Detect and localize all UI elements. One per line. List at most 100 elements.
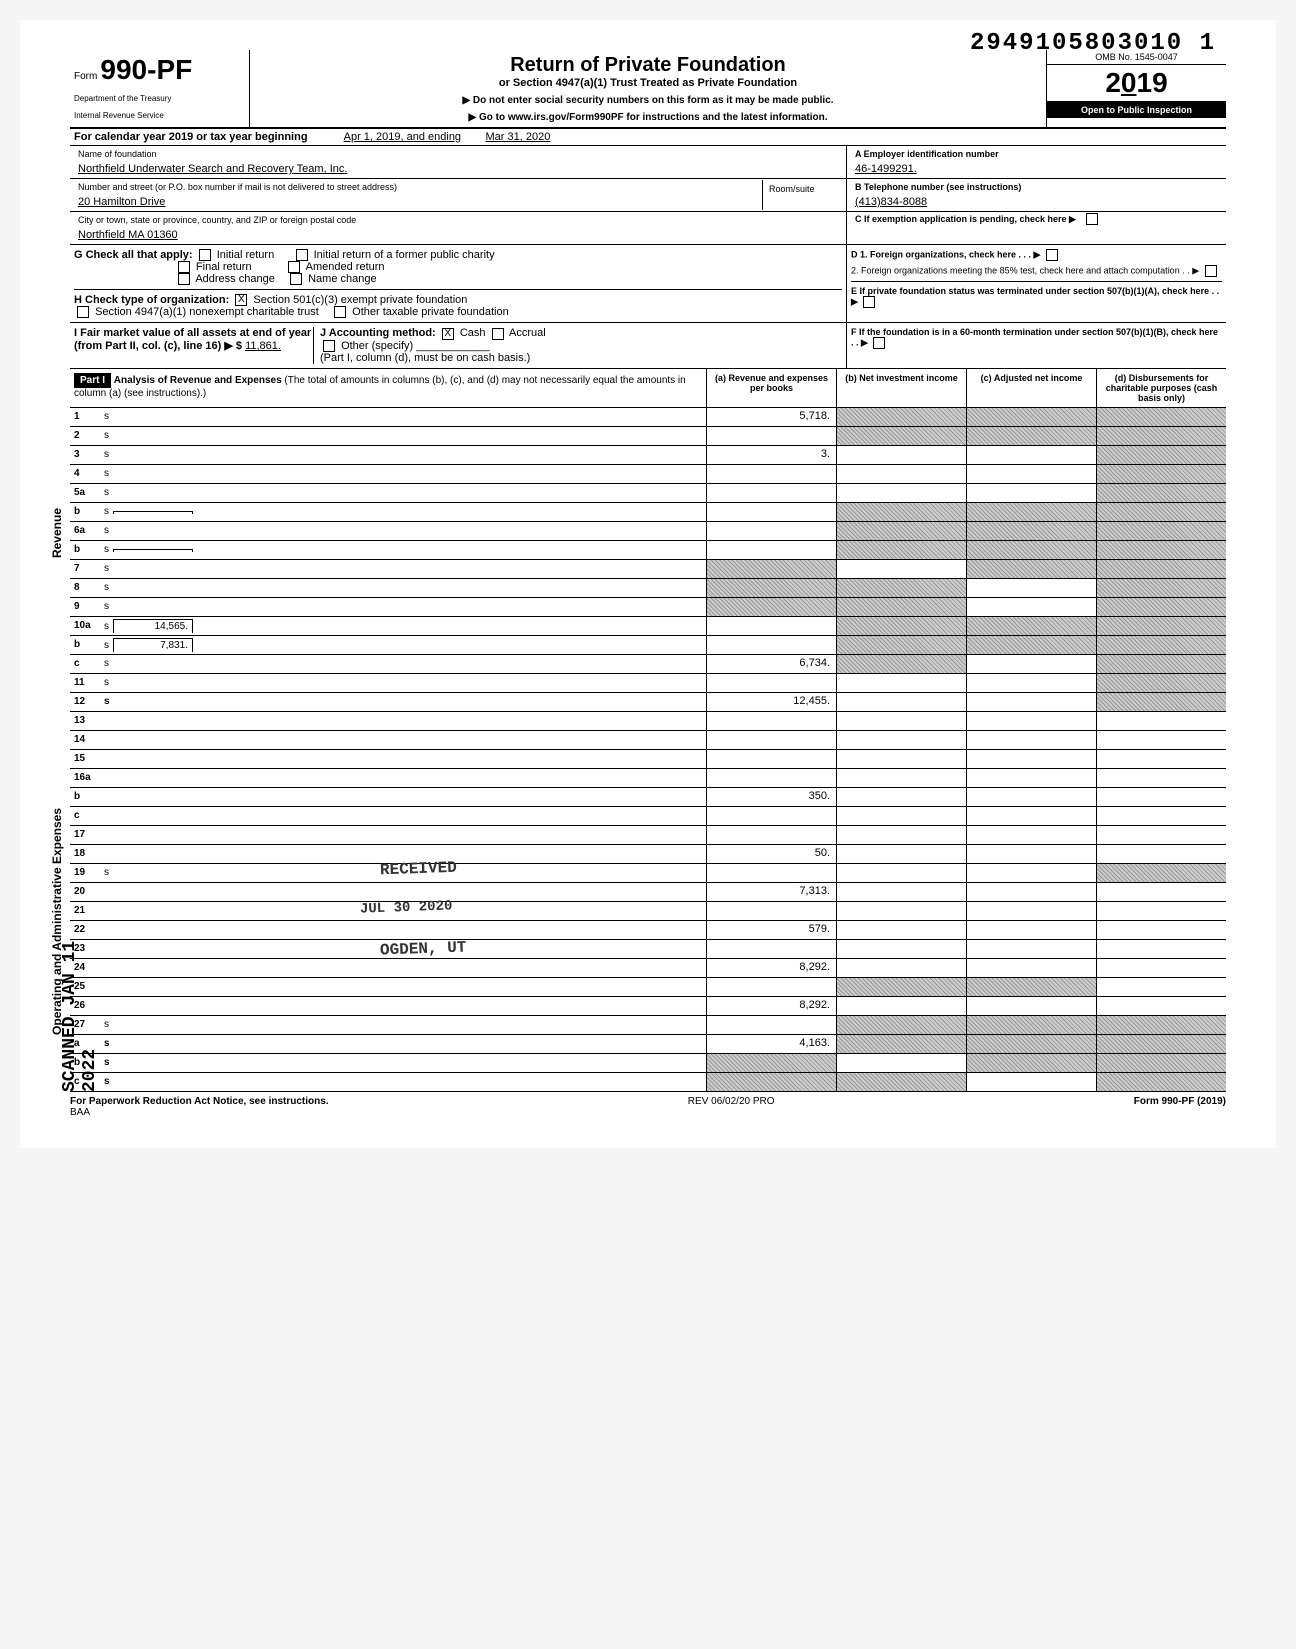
d2: 2. Foreign organizations meeting the 85%…: [851, 265, 1222, 277]
line-col-b: [836, 712, 966, 730]
line-row: 14: [70, 731, 1226, 750]
g-check-1[interactable]: [296, 249, 308, 261]
i-value: 11,861.: [245, 340, 281, 352]
line-col-b: [836, 769, 966, 787]
line-col-c: [966, 408, 1096, 426]
f-label: F If the foundation is in a 60-month ter…: [851, 327, 1218, 347]
line-col-c: [966, 655, 1096, 673]
j-cash: Cash: [460, 327, 486, 339]
line-col-c: [966, 1035, 1096, 1053]
line-col-d: [1096, 579, 1226, 597]
line-col-a: [706, 1054, 836, 1072]
line-desc: s: [100, 504, 706, 519]
line-num: 6a: [70, 523, 100, 538]
line-desc: [100, 738, 706, 742]
header-left: Form 990-PF Department of the Treasury I…: [70, 50, 250, 127]
line-col-a: 4,163.: [706, 1035, 836, 1053]
line-row: bs: [70, 541, 1226, 560]
line-col-b: [836, 731, 966, 749]
line-num: 3: [70, 447, 100, 462]
line-col-d: [1096, 560, 1226, 578]
line-num: 1: [70, 409, 100, 424]
d1-check[interactable]: [1046, 249, 1058, 261]
info-left: Name of foundation Northfield Underwater…: [70, 146, 846, 244]
line-desc: [100, 985, 706, 989]
header-right: OMB No. 1545-0047 20201919 Open to Publi…: [1046, 50, 1226, 127]
line-row: 4s: [70, 465, 1226, 484]
line-col-b: [836, 959, 966, 977]
line-col-a: 50.: [706, 845, 836, 863]
line-col-c: [966, 427, 1096, 445]
line-col-d: [1096, 769, 1226, 787]
h-check-501[interactable]: X: [235, 294, 247, 306]
line-desc: s: [100, 447, 706, 462]
line-num: b: [70, 637, 100, 652]
line-col-d: [1096, 655, 1226, 673]
line-col-b: [836, 807, 966, 825]
line-col-d: [1096, 788, 1226, 806]
h-check-4947[interactable]: [77, 306, 89, 318]
line-col-d: [1096, 503, 1226, 521]
line-desc: s14,565.: [100, 617, 706, 635]
line-row: 1850.: [70, 845, 1226, 864]
g-check-0[interactable]: [199, 249, 211, 261]
line-desc: [100, 890, 706, 894]
line-row: 27s: [70, 1016, 1226, 1035]
j-accrual-check[interactable]: [492, 328, 504, 340]
d2-check[interactable]: [1205, 265, 1217, 277]
stamp-received: RECEIVED: [380, 859, 457, 880]
title-note2: ▶ Go to www.irs.gov/Form990PF for instru…: [254, 112, 1042, 123]
c-label: C If exemption application is pending, c…: [851, 212, 1080, 226]
e-check[interactable]: [863, 296, 875, 308]
line-col-c: [966, 1054, 1096, 1072]
g-check-4[interactable]: [178, 273, 190, 285]
g-check-2[interactable]: [178, 261, 190, 273]
cal-year: For calendar year 2019 or tax year begin…: [74, 131, 308, 143]
scanned-stamp: SCANNED JAN 11 2022: [60, 908, 100, 1092]
j-cash-check[interactable]: X: [442, 328, 454, 340]
line-desc: s: [100, 675, 706, 690]
line-col-b: [836, 408, 966, 426]
line-col-d: [1096, 883, 1226, 901]
h-check-other[interactable]: [334, 306, 346, 318]
g-opt-0: Initial return: [217, 249, 274, 261]
line-desc: s: [100, 561, 706, 576]
dept2: Internal Revenue Service: [74, 111, 245, 120]
g-check-5[interactable]: [290, 273, 302, 285]
line-col-a: [706, 522, 836, 540]
line-col-b: [836, 655, 966, 673]
line-row: 16a: [70, 769, 1226, 788]
phone-value: (413)834-8088: [851, 194, 1222, 210]
g-opt-4: Address change: [195, 273, 275, 285]
city-value: Northfield MA 01360: [74, 227, 842, 243]
line-col-c: [966, 826, 1096, 844]
j-other-check[interactable]: [323, 340, 335, 352]
line-col-a: [706, 484, 836, 502]
line-col-b: [836, 579, 966, 597]
city-label: City or town, state or province, country…: [74, 213, 842, 227]
line-col-d: [1096, 1073, 1226, 1091]
d1: D 1. Foreign organizations, check here .…: [851, 249, 1222, 261]
line-col-c: [966, 465, 1096, 483]
col-d-header: (d) Disbursements for charitable purpose…: [1096, 369, 1226, 407]
line-desc: [100, 719, 706, 723]
line-num: 14: [70, 732, 100, 747]
inset-value: 7,831.: [113, 638, 193, 652]
line-col-c: [966, 1016, 1096, 1034]
info-block: Name of foundation Northfield Underwater…: [70, 146, 1226, 245]
f-check[interactable]: [873, 337, 885, 349]
line-row: 23: [70, 940, 1226, 959]
line-col-c: [966, 636, 1096, 654]
line-col-d: [1096, 864, 1226, 882]
line-num: 7: [70, 561, 100, 576]
line-col-a: [706, 427, 836, 445]
g-check-3[interactable]: [288, 261, 300, 273]
c-checkbox[interactable]: [1086, 213, 1098, 225]
line-num: 19: [70, 865, 100, 880]
line-desc: s: [100, 1055, 706, 1070]
line-col-a: 7,313.: [706, 883, 836, 901]
line-col-a: [706, 731, 836, 749]
line-col-d: [1096, 674, 1226, 692]
footer-mid: REV 06/02/20 PRO: [688, 1096, 775, 1118]
line-desc: s: [100, 580, 706, 595]
